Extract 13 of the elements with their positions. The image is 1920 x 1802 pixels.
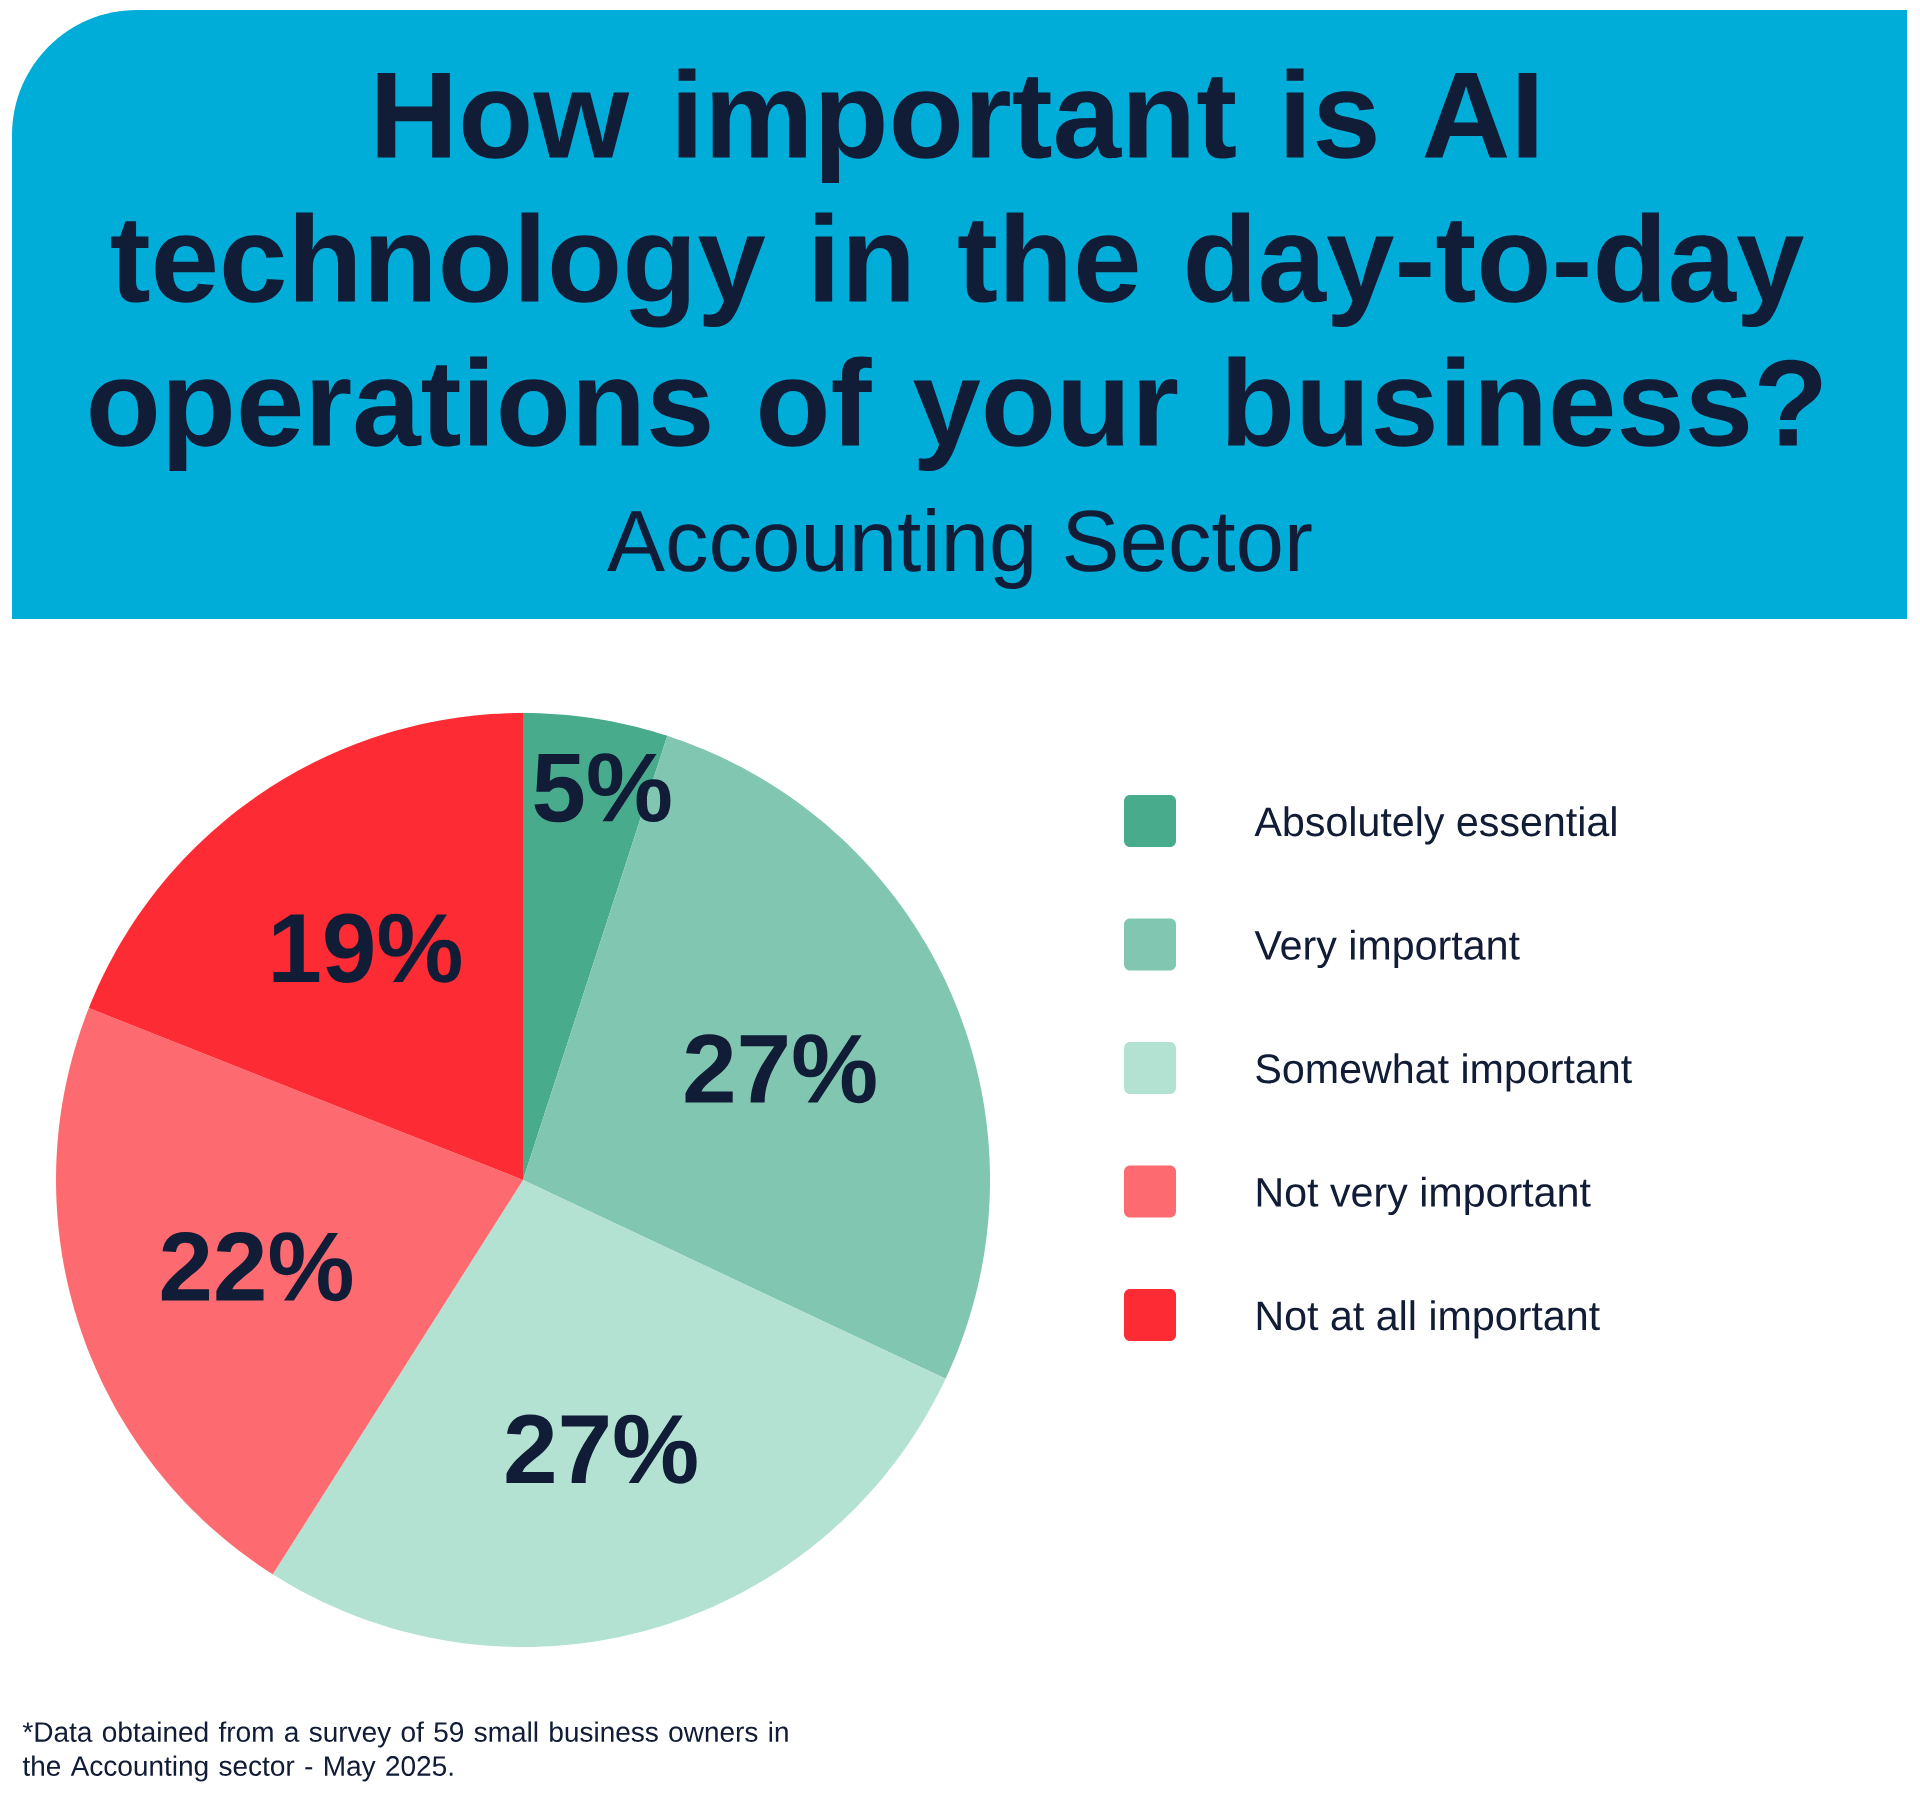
legend-label: Not very important [1257,1176,1591,1216]
legend-label: Very important [1254,929,1520,969]
chart-subtitle: Accounting Sector [607,507,1312,590]
data-label: 19% [273,913,461,983]
chart-title: How important is AI technology in the day-to-day operations of your business? [90,68,1822,472]
data-label: 22% [161,1232,352,1302]
legend-label: Not at all important [1257,1300,1600,1339]
data-label: 27% [685,1034,876,1104]
data-label: 27% [506,1414,697,1484]
legend-label: Absolutely essential [1254,806,1616,845]
data-label: 5% [534,753,671,823]
text: *Data obtained from a survey of 59 small business owners in the Accounting sector - May 2025. [22,1721,788,1782]
legend-label: Somewhat important [1256,1053,1632,1092]
